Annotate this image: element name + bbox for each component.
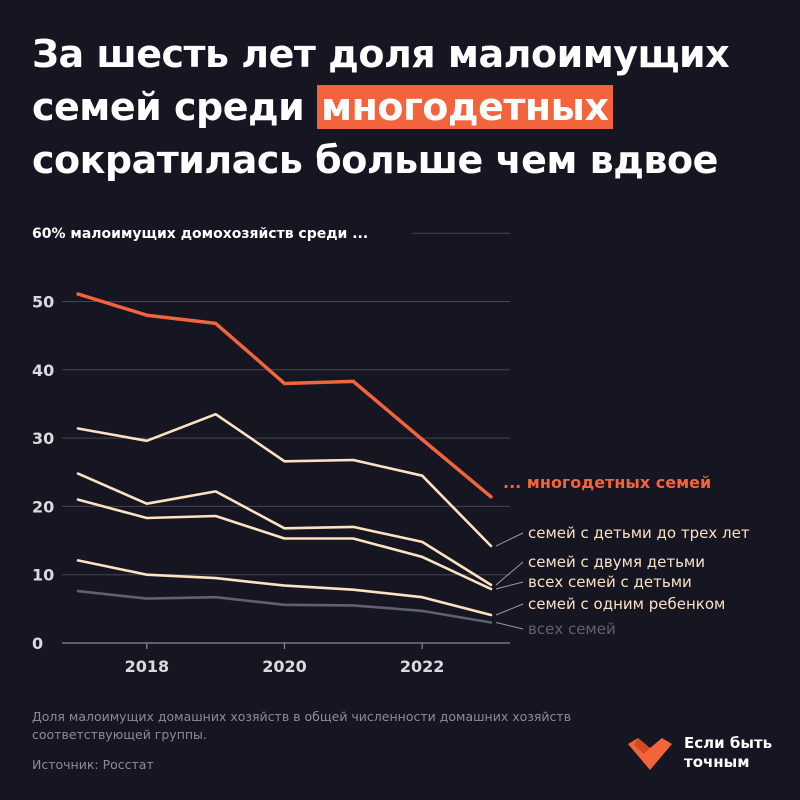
- chart-footnote: Доля малоимущих домашних хозяйств в обще…: [32, 709, 572, 742]
- y-axis-label: 60% малоимущих домохозяйств среди ...: [32, 226, 368, 242]
- series-labels: ... многодетных семей семей с детьми до т…: [495, 473, 750, 638]
- chart-grid: [62, 232, 510, 644]
- x-tick-label: 2022: [400, 657, 445, 676]
- data-source: Источник: Росстат: [32, 757, 154, 772]
- label-leader-line: [495, 581, 524, 590]
- series-line: [76, 498, 493, 591]
- y-tick-label: 40: [32, 361, 54, 380]
- label-leader-line: [495, 532, 524, 547]
- series-line: [76, 472, 493, 587]
- series-label: ... многодетных семей: [503, 473, 711, 492]
- line-chart: 60% малоимущих домохозяйств среди ... 0 10…: [32, 226, 750, 676]
- series-label: семей с детьми до трех лет: [528, 524, 750, 542]
- y-tick-label: 30: [32, 429, 54, 448]
- series-label: всех семей с детьми: [528, 573, 692, 591]
- series-line: [76, 559, 493, 617]
- heart-logo-icon: [628, 738, 672, 770]
- label-leader-line: [495, 622, 524, 630]
- brand-name: Если быть точным: [684, 734, 773, 771]
- label-leader-line: [495, 603, 524, 616]
- y-tick-label: 0: [32, 634, 43, 653]
- chart-series: [76, 292, 493, 624]
- y-tick-label: 20: [32, 497, 54, 516]
- y-tick-label: 10: [32, 566, 54, 585]
- series-line: [76, 589, 493, 624]
- x-axis-ticks: 2018 2020 2022: [125, 643, 445, 676]
- label-leader-line: [495, 561, 524, 586]
- y-tick-label: 50: [32, 293, 54, 312]
- series-line: [76, 292, 493, 499]
- title-part-1: За шесть лет доля малоимущих семей среди: [32, 32, 730, 129]
- title-highlight: многодетных: [317, 85, 613, 129]
- brand-logo: Если быть точным: [626, 732, 786, 776]
- series-label: семей с двумя детьми: [528, 553, 705, 571]
- series-line: [76, 412, 493, 548]
- x-tick-label: 2018: [125, 657, 170, 676]
- title-part-2: сократилась больше чем вдвое: [32, 138, 718, 182]
- x-tick-label: 2020: [262, 657, 307, 676]
- series-label: всех семей: [528, 620, 616, 638]
- series-label: семей с одним ребенком: [528, 595, 725, 613]
- y-axis-ticks: 60% малоимущих домохозяйств среди ... 0 10…: [32, 226, 368, 653]
- page-title: За шесть лет доля малоимущих семей среди…: [32, 28, 772, 187]
